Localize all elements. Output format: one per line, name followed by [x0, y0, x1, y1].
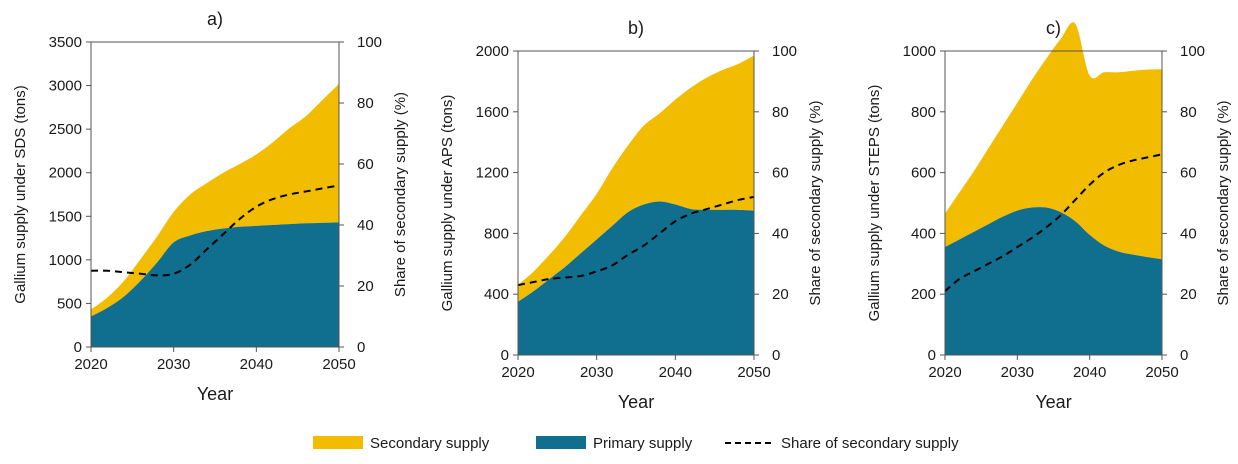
x-tick-label: 2020	[501, 364, 534, 381]
legend: Secondary supply Primary supply Share of…	[313, 435, 959, 452]
x-tick-label: 2030	[1001, 364, 1034, 381]
y-tick-label: 400	[484, 286, 509, 303]
y2-tick-label: 20	[357, 278, 374, 295]
x-tick-label: 2040	[240, 356, 273, 373]
y2-tick-label: 60	[357, 156, 374, 173]
y2-tick-label: 20	[1180, 286, 1197, 303]
y-tick-label: 500	[57, 295, 82, 312]
y-axis-label: Gallium supply under STEPS (tons)	[866, 85, 883, 322]
y2-tick-label: 60	[772, 165, 789, 182]
panel-title: c)	[1046, 18, 1061, 38]
area-secondary-supply	[518, 55, 754, 302]
y2-tick-label: 100	[357, 34, 382, 51]
legend-label-share: Share of secondary supply	[781, 435, 959, 452]
y-tick-label: 3000	[49, 78, 82, 95]
y-tick-label: 600	[911, 165, 936, 182]
x-tick-label: 2020	[74, 356, 107, 373]
y2-tick-label: 40	[357, 217, 374, 234]
plot-frame	[517, 50, 755, 356]
panel-1: 0500100015002000250030003500020406080100…	[12, 9, 409, 404]
y2-tick-label: 80	[357, 95, 374, 112]
y2-tick-label: 0	[1180, 347, 1188, 364]
y-axis-label: Gallium supply under SDS (tons)	[12, 85, 29, 303]
x-axis-label: Year	[197, 384, 233, 404]
y-axis-label: Gallium supply under APS (tons)	[439, 95, 456, 312]
y-tick-label: 1200	[476, 165, 509, 182]
panels: 0500100015002000250030003500020406080100…	[12, 9, 1232, 412]
line-share-secondary	[90, 184, 340, 277]
x-tick-label: 2030	[580, 364, 613, 381]
y-tick-label: 200	[911, 286, 936, 303]
y-tick-label: 1000	[49, 252, 82, 269]
y-tick-label: 2500	[49, 121, 82, 138]
y-tick-label: 1600	[476, 104, 509, 121]
x-tick-label: 2050	[322, 356, 355, 373]
x-axis-label: Year	[618, 392, 654, 412]
y-tick-label: 1500	[49, 208, 82, 225]
y2-tick-label: 100	[1180, 43, 1205, 60]
y-tick-label: 0	[501, 347, 509, 364]
y2-axis-label: Share of secondary supply (%)	[1215, 100, 1232, 305]
x-tick-label: 2040	[659, 364, 692, 381]
y2-tick-label: 80	[1180, 104, 1197, 121]
y-tick-label: 3500	[49, 34, 82, 51]
area-secondary-supply	[91, 83, 339, 317]
y2-tick-label: 100	[772, 43, 797, 60]
y2-axis-label: Share of secondary supply (%)	[807, 100, 824, 305]
area-primary-supply	[945, 207, 1162, 355]
y-tick-label: 0	[928, 347, 936, 364]
y-tick-label: 800	[484, 225, 509, 242]
y2-tick-label: 80	[772, 104, 789, 121]
legend-swatch-primary	[536, 436, 586, 449]
y2-tick-label: 40	[772, 225, 789, 242]
y-tick-label: 2000	[49, 165, 82, 182]
area-primary-supply	[91, 222, 339, 347]
x-tick-label: 2030	[157, 356, 190, 373]
plot-frame	[944, 50, 1163, 356]
area-secondary-supply	[945, 22, 1162, 260]
y2-tick-label: 40	[1180, 225, 1197, 242]
x-tick-label: 2040	[1073, 364, 1106, 381]
y2-tick-label: 60	[1180, 165, 1197, 182]
y-tick-label: 400	[911, 225, 936, 242]
x-tick-label: 2050	[1145, 364, 1178, 381]
y-tick-label: 0	[74, 339, 82, 356]
legend-label-secondary: Secondary supply	[370, 435, 490, 452]
legend-swatch-secondary	[313, 436, 363, 449]
y2-tick-label: 0	[772, 347, 780, 364]
y-tick-label: 1000	[903, 43, 936, 60]
line-share-secondary	[517, 195, 755, 287]
panel-title: b)	[628, 18, 644, 38]
y2-tick-label: 0	[357, 339, 365, 356]
y-tick-label: 2000	[476, 43, 509, 60]
plot-frame	[90, 41, 340, 348]
x-tick-label: 2050	[737, 364, 770, 381]
y2-axis-label: Share of secondary supply (%)	[392, 92, 409, 297]
y2-tick-label: 20	[772, 286, 789, 303]
legend-label-primary: Primary supply	[593, 435, 693, 452]
y-tick-label: 800	[911, 104, 936, 121]
x-axis-label: Year	[1035, 392, 1071, 412]
area-primary-supply	[518, 201, 754, 355]
x-tick-label: 2020	[928, 364, 961, 381]
panel-title: a)	[207, 9, 223, 29]
